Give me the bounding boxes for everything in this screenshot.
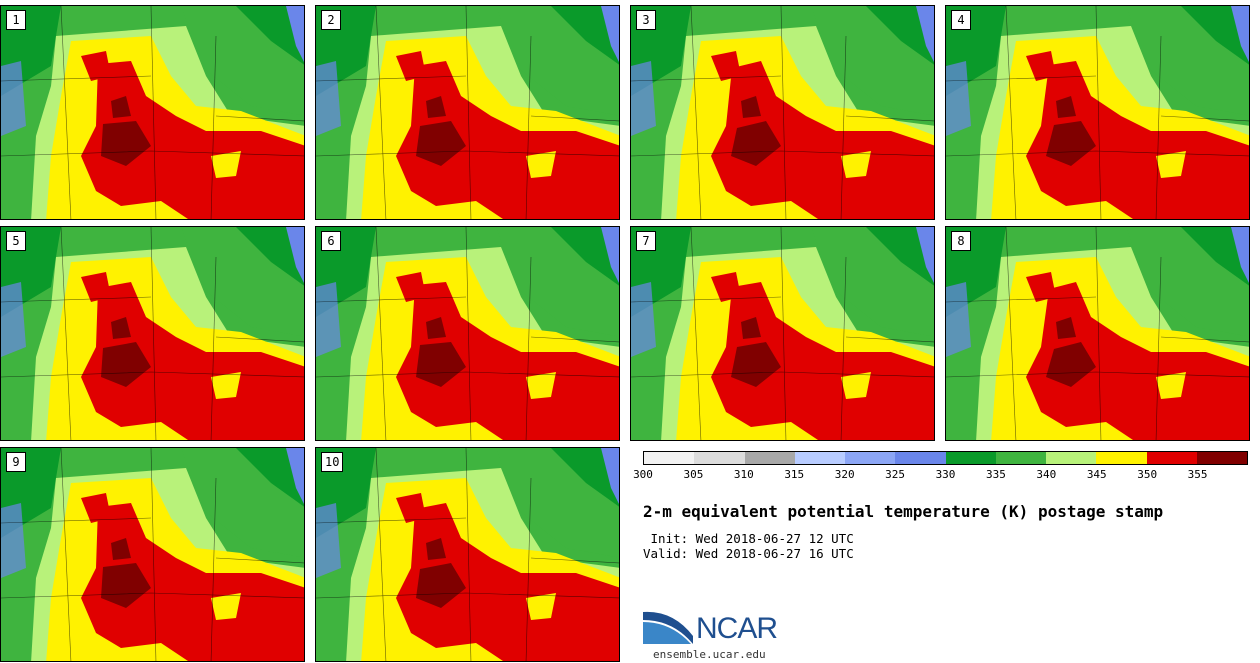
colorbar-segment xyxy=(694,452,745,464)
colorbar-segment xyxy=(1096,452,1147,464)
stamp-number-label: 10 xyxy=(321,452,344,472)
postage-stamp-5: 5 xyxy=(0,226,305,441)
colorbar-segment xyxy=(794,452,845,464)
stamp-number-label: 8 xyxy=(951,231,971,251)
stamp-number-label: 9 xyxy=(6,452,26,472)
stamp-number-label: 2 xyxy=(321,10,341,30)
postage-stamp-2: 2 xyxy=(315,5,620,220)
colorbar-tick: 300 xyxy=(633,468,653,481)
stamp-number-label: 7 xyxy=(636,231,656,251)
postage-stamp-4: 4 xyxy=(945,5,1250,220)
colorbar-segment xyxy=(945,452,996,464)
ncar-swoosh-icon xyxy=(643,611,693,644)
figure-title: 2-m equivalent potential temperature (K)… xyxy=(643,502,1164,521)
postage-stamp-10: 10 xyxy=(315,447,620,662)
colorbar-segment xyxy=(744,452,795,464)
colorbar-tick-labels: 300 305 310 315 320 325 330 335 340 345 350 355 xyxy=(633,468,1248,484)
colorbar xyxy=(643,451,1248,465)
colorbar-tick: 350 xyxy=(1137,468,1158,481)
colorbar-segment xyxy=(1046,452,1097,464)
ncar-logo-text: NCAR xyxy=(696,612,778,645)
colorbar-segment xyxy=(995,452,1046,464)
colorbar-tick: 305 xyxy=(683,468,704,481)
stamp-number-label: 4 xyxy=(951,10,971,30)
ensemble-url: ensemble.ucar.edu xyxy=(653,648,766,661)
stamp-number-label: 1 xyxy=(6,10,26,30)
postage-stamp-3: 3 xyxy=(630,5,935,220)
postage-stamp-6: 6 xyxy=(315,226,620,441)
postage-stamp-8: 8 xyxy=(945,226,1250,441)
colorbar-tick: 320 xyxy=(834,468,855,481)
colorbar-tick: 355 xyxy=(1187,468,1208,481)
valid-time: Valid: Wed 2018-06-27 16 UTC xyxy=(643,546,854,561)
stamp-number-label: 3 xyxy=(636,10,656,30)
colorbar-tick: 330 xyxy=(935,468,956,481)
colorbar-segment xyxy=(895,452,946,464)
colorbar-tick: 310 xyxy=(733,468,754,481)
colorbar-segment xyxy=(845,452,896,464)
init-time: Init: Wed 2018-06-27 12 UTC xyxy=(643,531,854,546)
colorbar-tick: 345 xyxy=(1086,468,1107,481)
colorbar-segment xyxy=(1196,452,1247,464)
colorbar-tick: 315 xyxy=(784,468,805,481)
ncar-logo: NCAR ensemble.ucar.edu xyxy=(643,606,803,662)
postage-stamp-7: 7 xyxy=(630,226,935,441)
postage-stamp-9: 9 xyxy=(0,447,305,662)
colorbar-tick: 340 xyxy=(1036,468,1057,481)
stamp-number-label: 5 xyxy=(6,231,26,251)
colorbar-tick: 325 xyxy=(885,468,906,481)
colorbar-segment xyxy=(1146,452,1197,464)
stamp-number-label: 6 xyxy=(321,231,341,251)
colorbar-segment xyxy=(644,452,695,464)
colorbar-tick: 335 xyxy=(985,468,1006,481)
postage-stamp-1: 1 xyxy=(0,5,305,220)
